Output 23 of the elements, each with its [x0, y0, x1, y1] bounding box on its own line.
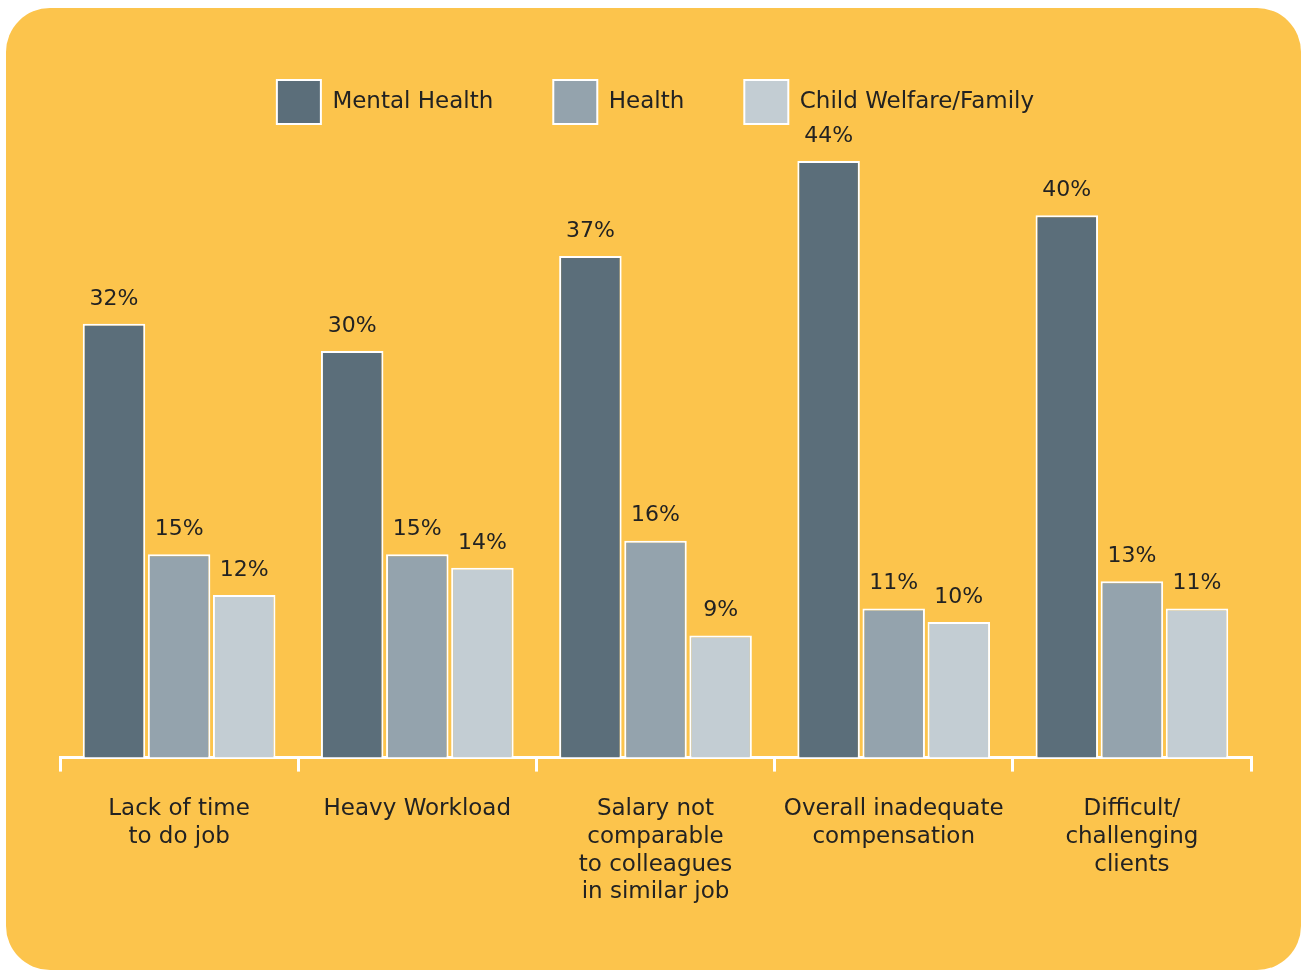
data-label: 15% [392, 514, 442, 540]
data-label: 11% [869, 569, 919, 595]
legend-label: Child Welfare/Family [799, 86, 1035, 113]
x-tick-label: Overall inadequate compensation [783, 794, 1004, 848]
data-label: 11% [1172, 569, 1222, 595]
legend-label: Health [608, 86, 685, 113]
x-tick-label: Salary not comparable to colleagues in similar job [578, 794, 733, 904]
data-label: 37% [565, 216, 615, 242]
data-label: 40% [1042, 176, 1092, 202]
data-label: 44% [804, 121, 854, 147]
data-label: 13% [1107, 542, 1157, 568]
legend-label: Mental Health [332, 86, 494, 113]
x-tick-label: Difficult/ challenging clients [1065, 794, 1199, 876]
data-label: 14% [457, 528, 507, 554]
data-label: 15% [154, 514, 204, 540]
data-label: 30% [327, 311, 377, 337]
data-label: 9% [703, 596, 739, 622]
x-tick-label: Lack of time to do job [108, 794, 250, 848]
data-label: 32% [89, 284, 139, 310]
x-tick-label: Heavy Workload [323, 794, 512, 821]
data-label: 10% [934, 582, 984, 608]
data-label: 16% [631, 501, 680, 527]
data-label: 12% [219, 555, 269, 581]
